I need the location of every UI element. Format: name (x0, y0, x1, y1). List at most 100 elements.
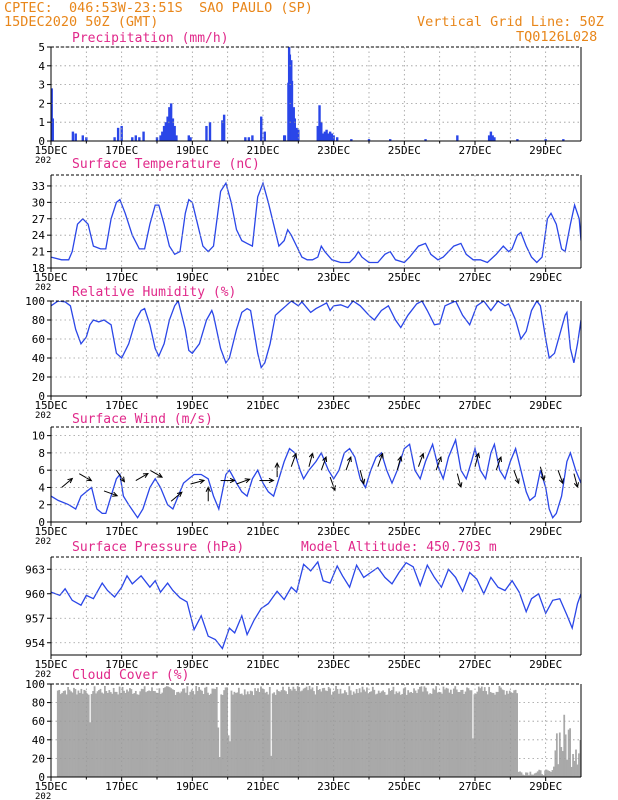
cloud-bar (578, 753, 580, 777)
cloud-bar (427, 694, 430, 777)
cloud-bar (230, 690, 233, 777)
x-tick-label: 19DEC (176, 399, 209, 412)
precip-bar (251, 135, 254, 141)
cloud-bar (567, 729, 570, 777)
cloud-bar (308, 685, 311, 777)
cloud-bar (520, 772, 523, 777)
cloud-bar (76, 694, 78, 777)
precip-bar (189, 137, 192, 141)
cloud-bar (452, 688, 455, 777)
cloud-bar (491, 692, 493, 777)
cloud-bar (109, 692, 112, 777)
cloud-bar (258, 692, 261, 777)
cloud-bar (212, 688, 215, 777)
cloud-bar (525, 772, 527, 777)
cloud-bar (488, 686, 491, 777)
cloud-bar (550, 771, 552, 777)
cloud-bar (101, 692, 103, 777)
cloud-bar (526, 772, 529, 777)
cloud-bar (288, 686, 290, 777)
cloud-bar (566, 759, 569, 777)
cloud-bar (301, 690, 304, 777)
panel-2: Relative Humidity (%) 0 20 40 60 80 100 15DEC 17… (25, 285, 582, 421)
precip-bar (367, 139, 371, 141)
wind-arrow (456, 473, 463, 489)
cloud-bar (370, 691, 373, 777)
precip-bar (330, 133, 334, 141)
y-tick-label: 80 (32, 314, 45, 327)
y-tick-label: 80 (32, 697, 45, 710)
series-line (51, 437, 581, 519)
x-year-stub: 202 (35, 283, 51, 293)
cloud-bar (396, 693, 399, 777)
x-tick-label: 15DEC (34, 399, 67, 412)
y-tick-label: 40 (32, 734, 45, 747)
cloud-bar (553, 766, 555, 777)
cloud-bar (402, 688, 405, 777)
cloud-bar (382, 690, 385, 777)
cloud-bar (114, 691, 117, 777)
cloud-bar (196, 690, 199, 777)
cloud-bar (482, 690, 485, 777)
cloud-bar (152, 690, 155, 777)
cloud-bar (445, 687, 448, 777)
x-tick-label: 23DEC (317, 525, 350, 538)
y-tick-label: 0 (38, 771, 45, 784)
cloud-bar (333, 690, 336, 777)
x-tick-label: 19DEC (176, 525, 209, 538)
cloud-bar (286, 694, 289, 777)
cloud-bar (339, 688, 342, 777)
cloud-bar (193, 694, 196, 777)
cloud-bar (260, 686, 262, 777)
cloud-bar (117, 694, 120, 777)
cloud-bar (217, 727, 220, 777)
x-year-stub: 202 (35, 670, 51, 680)
cloud-bar (202, 693, 205, 777)
wind-arrow (149, 469, 164, 478)
cloud-bar (463, 694, 465, 777)
cloud-bar (467, 688, 470, 777)
cloud-bar (267, 694, 270, 777)
cloud-bar (366, 687, 368, 777)
precip-bar (493, 137, 496, 141)
cloud-bar (436, 692, 439, 777)
cloud-bar (555, 733, 558, 777)
cloud-bar (317, 689, 320, 777)
cloud-bar (78, 692, 81, 777)
cloud-bar (411, 693, 414, 777)
cloud-bar (261, 688, 264, 777)
cloud-bar (545, 769, 548, 777)
cloud-bar (74, 689, 77, 777)
precip-bar (159, 135, 162, 141)
cloud-bar (410, 691, 412, 777)
y-tick-label: 40 (32, 352, 45, 365)
cloud-bar (133, 693, 136, 777)
cloud-bar (64, 690, 67, 777)
cloud-bar (448, 692, 451, 777)
wind-arrow (495, 455, 502, 471)
cloud-bar (324, 690, 327, 777)
cloud-bar (554, 750, 557, 777)
cloud-bar (417, 689, 420, 777)
cloud-bar (232, 694, 234, 777)
precip-bar (164, 122, 168, 141)
panel-title: Cloud Cover (%) (72, 668, 189, 683)
panel-title: Surface Wind (m/s) (72, 412, 213, 427)
cloud-bar (338, 693, 340, 777)
cloud-bar (314, 694, 317, 777)
cloud-bar (73, 687, 75, 777)
cloud-bar (558, 732, 561, 777)
cloud-bar (182, 688, 184, 777)
x-tick-label: 19DEC (176, 658, 209, 671)
cloud-bar (316, 686, 318, 777)
cloud-bar (419, 686, 421, 777)
x-tick-label: 21DEC (246, 525, 279, 538)
cloud-bar (348, 686, 351, 777)
cloud-bar (289, 689, 292, 777)
cloud-bar (296, 686, 299, 777)
cloud-bar (279, 691, 281, 777)
cloud-bar (477, 686, 480, 777)
x-tick-label: 15DEC (34, 780, 67, 793)
y-tick-label: 1 (38, 116, 45, 129)
cloud-bar (154, 691, 156, 777)
